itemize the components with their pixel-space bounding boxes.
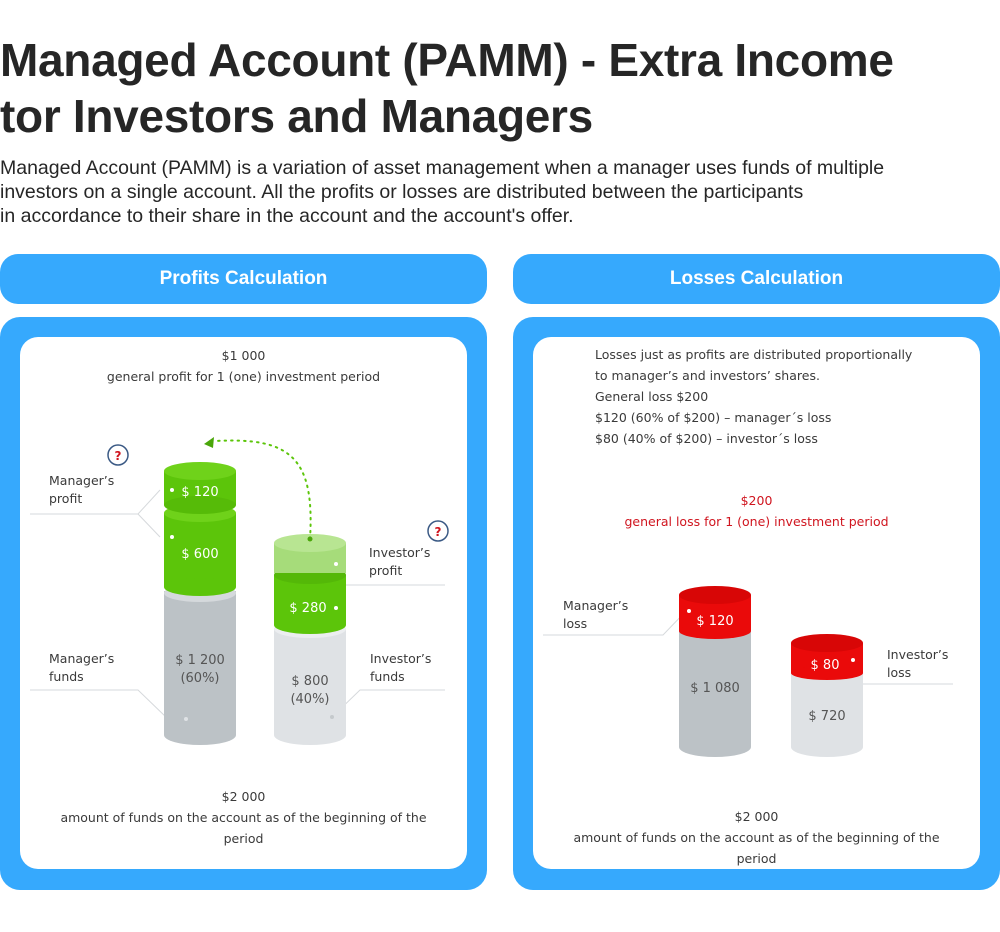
manager-fee-value: $ 120 <box>181 485 218 500</box>
intro-line: $120 (60% of $200) – manager´s loss <box>595 410 832 425</box>
label-line: funds <box>49 669 84 684</box>
total-funds-caption: period <box>736 851 777 866</box>
description-line: in accordance to their share in the acco… <box>0 205 574 227</box>
manager-funds-label: Manager’s funds <box>49 650 114 686</box>
label-line: loss <box>887 665 912 680</box>
profits-diagram: $ 120 $ 600 $ 1 200 (60%) $ 280 $ 800 (4… <box>30 437 449 745</box>
profits-top-summary: $1 000 general profit for 1 (one) invest… <box>20 345 467 387</box>
investor-profit-label: Investor’s profit <box>369 544 430 580</box>
description-line: investors on a single account. All the p… <box>0 181 804 203</box>
total-funds-caption: amount of funds on the account as of the… <box>573 830 940 845</box>
total-funds-caption: period <box>223 831 264 846</box>
total-funds-caption: amount of funds on the account as of the… <box>60 810 427 825</box>
losses-intro: Losses just as profits are distributed p… <box>595 344 912 449</box>
total-funds-amount: $2 000 <box>734 809 779 824</box>
svg-text:?: ? <box>115 449 122 463</box>
general-profit-caption: general profit for 1 (one) investment pe… <box>106 369 381 384</box>
general-profit-amount: $1 000 <box>221 348 266 363</box>
manager-share-value: (60%) <box>180 671 219 686</box>
page-title-line-2: tor Investors and Managers <box>0 90 593 142</box>
label-line: Investor’s <box>370 651 432 666</box>
profits-header-label: Profits Calculation <box>159 268 328 289</box>
help-icon[interactable]: ? <box>427 520 449 542</box>
losses-panel: Losses just as profits are distributed p… <box>513 317 1000 890</box>
losses-diagram: $ 120 $ 1 080 $ 80 $ 720 <box>543 586 953 757</box>
page-title: Managed Account (PAMM) - Extra Income to… <box>0 32 990 144</box>
manager-loss-value: $ 120 <box>696 614 733 629</box>
general-loss-amount: $200 <box>740 493 773 508</box>
profits-card: $1 000 general profit for 1 (one) invest… <box>20 337 467 869</box>
label-line: profit <box>49 491 83 506</box>
manager-profit-label: Manager’s profit <box>49 472 114 508</box>
label-line: Manager’s <box>49 473 115 488</box>
page-description: Managed Account (PAMM) is a variation of… <box>0 156 1000 228</box>
manager-profit-value: $ 600 <box>181 547 218 562</box>
profits-panel: $1 000 general profit for 1 (one) invest… <box>0 317 487 890</box>
total-funds-amount: $2 000 <box>221 789 266 804</box>
losses-bottom-summary: $2 000 amount of funds on the account as… <box>533 806 980 869</box>
losses-header-label: Losses Calculation <box>669 268 844 289</box>
intro-line: $80 (40% of $200) – investor´s loss <box>595 431 818 446</box>
intro-line: to manager’s and investors’ shares. <box>595 368 820 383</box>
investor-funds-value: $ 800 <box>291 674 328 689</box>
investor-profit-value: $ 280 <box>289 601 326 616</box>
intro-line: Losses just as profits are distributed p… <box>595 347 913 362</box>
help-icon[interactable]: ? <box>107 444 129 466</box>
label-line: profit <box>369 563 403 578</box>
profits-calculation-header[interactable]: Profits Calculation <box>0 254 487 304</box>
manager-remaining-value: $ 1 080 <box>690 681 740 696</box>
losses-card: Losses just as profits are distributed p… <box>533 337 980 869</box>
investor-share-value: (40%) <box>290 692 329 707</box>
label-line: Manager’s <box>49 651 115 666</box>
label-line: loss <box>563 616 588 631</box>
label-line: Investor’s <box>369 545 431 560</box>
page-title-line-1: Managed Account (PAMM) - Extra Income <box>0 34 894 86</box>
losses-top-summary: $200 general loss for 1 (one) investment… <box>533 490 980 532</box>
general-loss-caption: general loss for 1 (one) investment peri… <box>624 514 889 529</box>
investor-funds-label: Investor’s funds <box>370 650 431 686</box>
investor-remaining-value: $ 720 <box>808 709 845 724</box>
manager-loss-label: Manager’s loss <box>563 597 628 633</box>
label-line: Manager’s <box>563 598 629 613</box>
intro-line: General loss $200 <box>595 389 709 404</box>
label-line: funds <box>370 669 405 684</box>
investor-loss-label: Investor’s loss <box>887 646 948 682</box>
investor-loss-value: $ 80 <box>811 658 840 673</box>
losses-calculation-header[interactable]: Losses Calculation <box>513 254 1000 304</box>
svg-text:?: ? <box>435 525 442 539</box>
profits-bottom-summary: $2 000 amount of funds on the account as… <box>20 786 467 849</box>
manager-funds-value: $ 1 200 <box>175 653 225 668</box>
description-line: Managed Account (PAMM) is a variation of… <box>0 157 885 179</box>
label-line: Investor’s <box>887 647 949 662</box>
